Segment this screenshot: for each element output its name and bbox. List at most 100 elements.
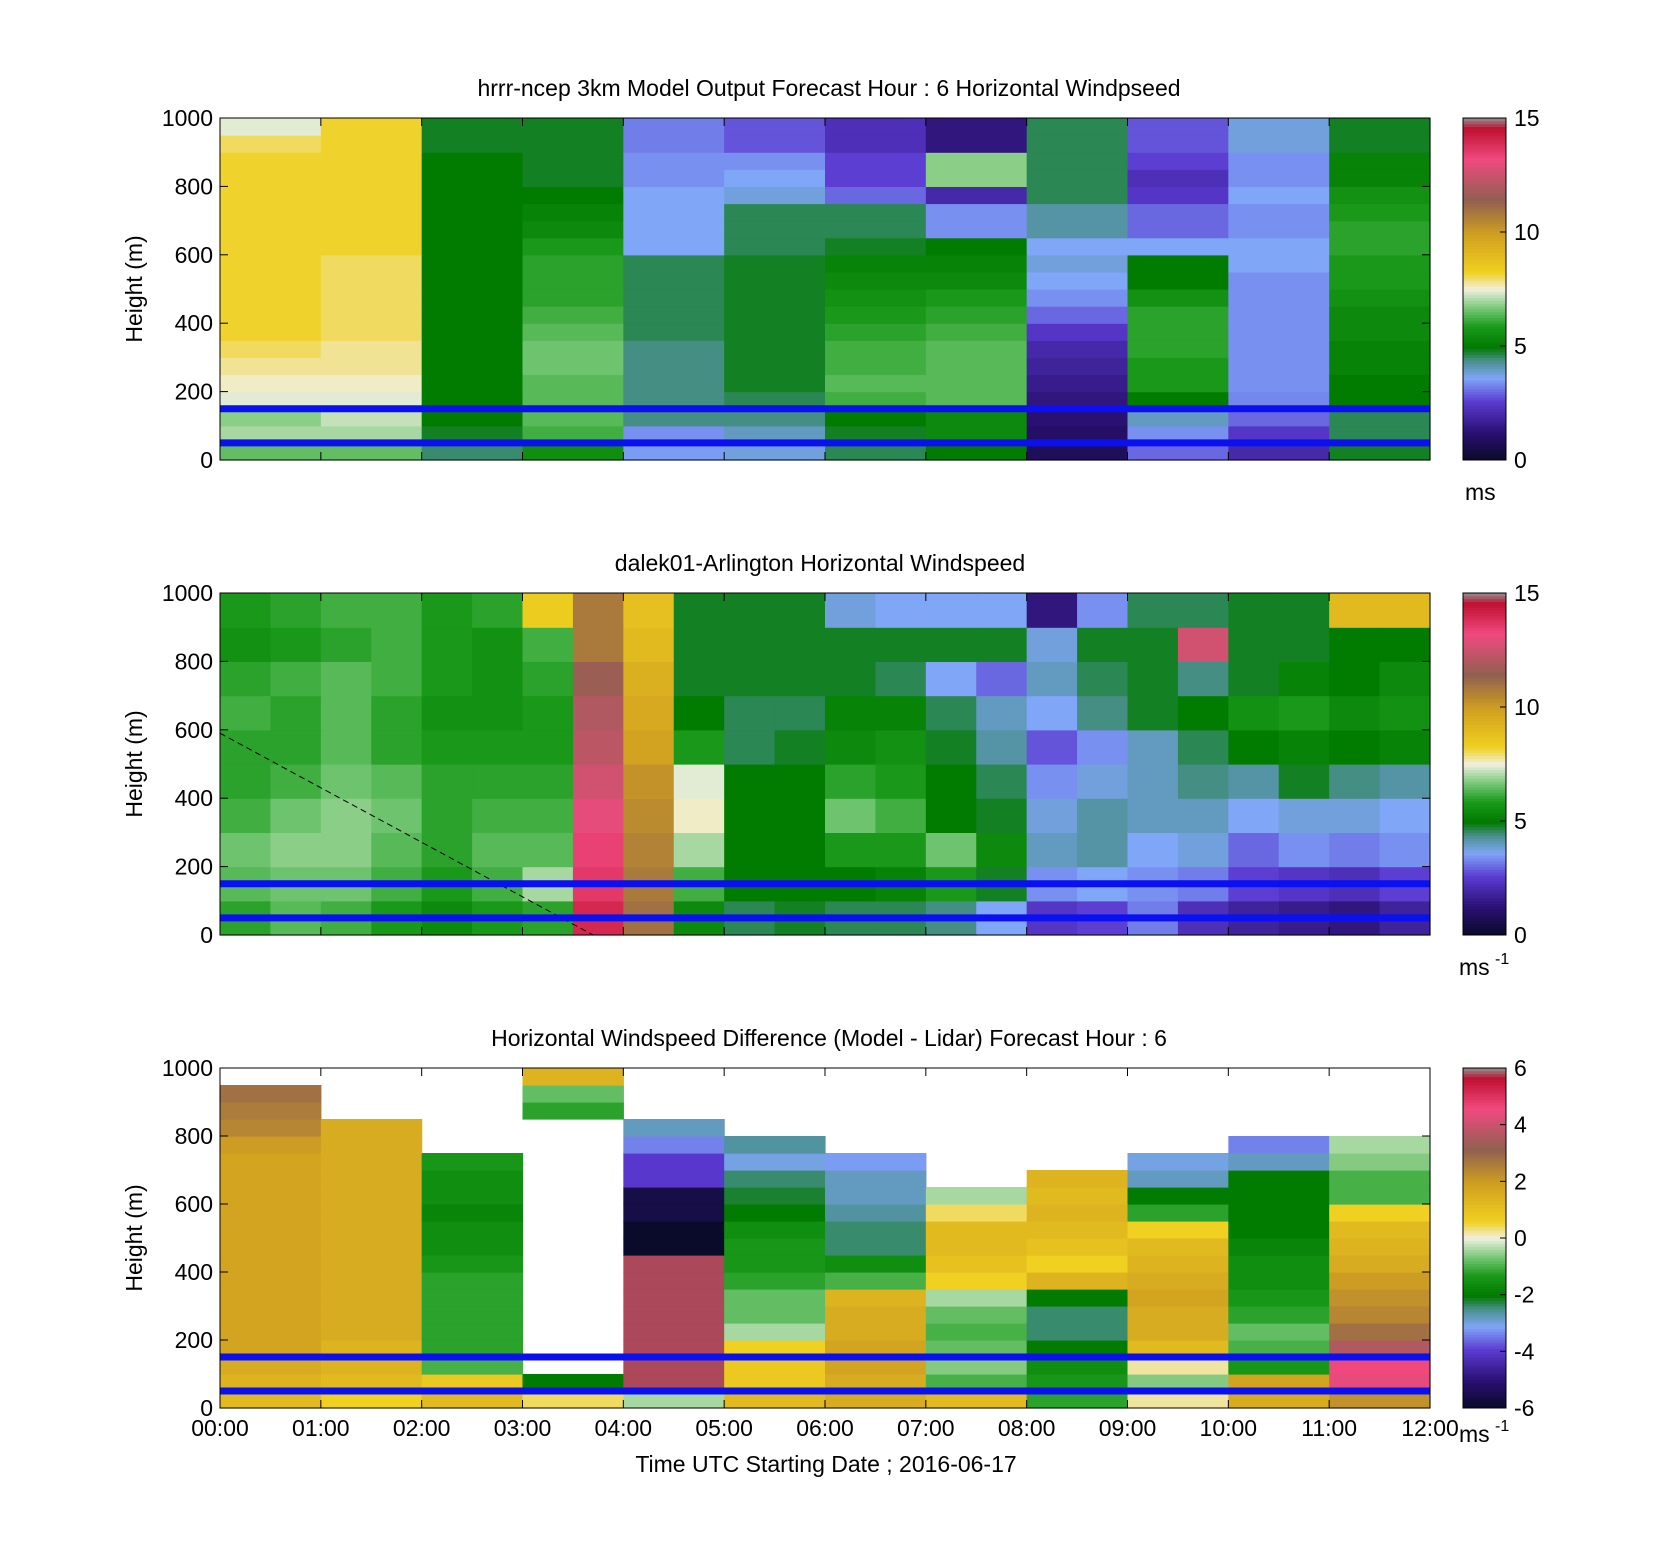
- heatmap-cell: [320, 118, 423, 136]
- heatmap-cell: [724, 425, 826, 444]
- colorbar-segment: [1463, 200, 1506, 204]
- colorbar-segment: [1463, 254, 1506, 259]
- colorbar-segment: [1463, 889, 1506, 893]
- colorbar-segment: [1463, 368, 1506, 373]
- colorbar-segment: [1463, 157, 1506, 162]
- colorbar-segment: [1463, 781, 1506, 785]
- colorbar-segment: [1463, 340, 1506, 344]
- heatmap-cell: [1228, 118, 1330, 136]
- heatmap-cell: [1127, 152, 1229, 170]
- heatmap-cell: [774, 832, 826, 868]
- heatmap-cell: [1177, 593, 1229, 628]
- heatmap-cell: [925, 254, 1028, 273]
- colorbar-segment: [1463, 1187, 1506, 1191]
- heatmap-cell: [976, 593, 1028, 628]
- heatmap-cell: [472, 661, 524, 697]
- heatmap-cell: [1026, 1255, 1129, 1273]
- colorbar-segment: [1463, 177, 1506, 182]
- colorbar-segment: [1463, 166, 1506, 170]
- heatmap-cell: [572, 627, 624, 662]
- heatmap-cell: [976, 729, 1028, 765]
- heatmap-cell: [220, 289, 322, 307]
- colorbar-segment: [1463, 1121, 1506, 1126]
- heatmap-cell: [1177, 661, 1229, 697]
- heatmap-cell: [825, 798, 877, 833]
- colorbar-segment: [1463, 1328, 1506, 1332]
- heatmap-cell: [825, 425, 927, 444]
- colorbar-segment: [1463, 1104, 1506, 1109]
- heatmap-cell: [1379, 764, 1431, 799]
- colorbar-segment: [1463, 306, 1506, 310]
- colorbar-segment: [1463, 1204, 1506, 1208]
- heatmap-cell: [421, 798, 473, 833]
- heatmap-cell: [1127, 1170, 1229, 1188]
- colorbar-segment: [1463, 240, 1506, 244]
- heatmap-cell: [724, 1340, 826, 1358]
- heatmap-cell: [421, 1306, 524, 1324]
- heatmap-cell: [623, 729, 675, 765]
- heatmap-cell: [673, 798, 725, 833]
- colorbar-segment: [1463, 709, 1506, 714]
- heatmap-cell: [724, 237, 826, 256]
- y-tick-label: 1000: [162, 105, 213, 131]
- heatmap-cell: [724, 306, 826, 324]
- heatmap-cell: [421, 254, 524, 273]
- heatmap-cell: [1329, 357, 1431, 376]
- heatmap-cell: [1228, 1238, 1330, 1256]
- heatmap-cell: [1127, 186, 1229, 205]
- heatmap-cell: [1026, 237, 1129, 256]
- colorbar-segment: [1463, 792, 1506, 796]
- heatmap-cell: [1228, 289, 1330, 307]
- colorbar-segment: [1463, 1102, 1506, 1106]
- heatmap-cell: [1329, 1136, 1431, 1154]
- heatmap-cell: [976, 695, 1028, 731]
- heatmap-cell: [724, 408, 826, 427]
- heatmap-cell: [270, 627, 322, 662]
- colorbar-segment: [1463, 1277, 1506, 1281]
- colorbar-segment: [1463, 667, 1506, 671]
- colorbar-segment: [1463, 764, 1506, 768]
- heatmap-cell: [623, 254, 725, 273]
- lidar-y-ticks: 0 200 400 600 800 1000: [162, 580, 1430, 948]
- colorbar-segment: [1463, 269, 1506, 273]
- heatmap-cell: [875, 593, 927, 628]
- heatmap-cell: [1329, 1170, 1431, 1188]
- model-panel: hrrr-ncep 3km Model Output Forecast Hour…: [121, 75, 1540, 505]
- heatmap-cell: [825, 1391, 927, 1409]
- heatmap-cell: [220, 695, 272, 731]
- heatmap-cell: [522, 135, 624, 153]
- colorbar-segment: [1463, 1393, 1506, 1398]
- colorbar-segment: [1463, 197, 1506, 202]
- heatmap-cell: [925, 425, 1028, 444]
- heatmap-cell: [976, 627, 1028, 662]
- heatmap-cell: [976, 832, 1028, 868]
- colorbar-segment: [1463, 895, 1506, 899]
- model-y-ticks: 0 200 400 600 800 1000: [162, 105, 1430, 473]
- colorbar-segment: [1463, 123, 1506, 128]
- heatmap-cell: [724, 1187, 826, 1205]
- colorbar-segment: [1463, 601, 1506, 605]
- heatmap-cell: [623, 357, 725, 376]
- heatmap-cell: [825, 340, 927, 358]
- heatmap-cell: [522, 1102, 624, 1120]
- heatmap-cell: [1127, 1272, 1229, 1290]
- colorbar-segment: [1463, 132, 1506, 136]
- colorbar-segment: [1463, 669, 1506, 674]
- colorbar-segment: [1463, 1291, 1506, 1296]
- colorbar-segment: [1463, 417, 1506, 421]
- colorbar-segment: [1463, 618, 1506, 622]
- heatmap-cell: [925, 152, 1028, 170]
- heatmap-cell: [220, 1136, 322, 1154]
- heatmap-cell: [925, 1323, 1028, 1341]
- heatmap-cell: [1127, 1255, 1229, 1273]
- colorbar-segment: [1463, 212, 1506, 216]
- heatmap-cell: [320, 1204, 423, 1222]
- colorbar-segment: [1463, 880, 1506, 885]
- colorbar-tick-label: 6: [1514, 1055, 1527, 1081]
- heatmap-cell: [421, 118, 524, 136]
- heatmap-cell: [673, 764, 725, 799]
- heatmap-cell: [925, 220, 1028, 239]
- heatmap-cell: [1127, 289, 1229, 307]
- heatmap-cell: [774, 764, 826, 799]
- colorbar-segment: [1463, 1096, 1506, 1100]
